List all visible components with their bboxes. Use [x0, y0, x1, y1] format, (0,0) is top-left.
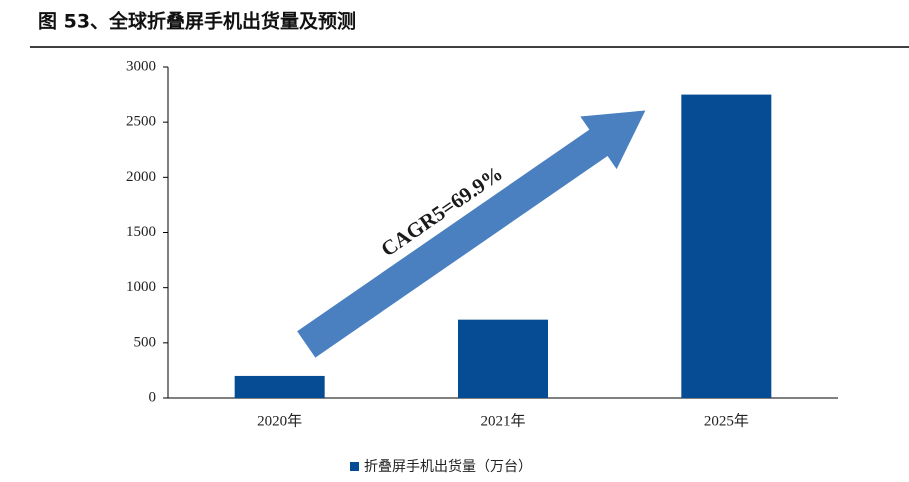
bar [681, 94, 772, 398]
plot-area: 0 500 1000 1500 2000 2500 3000 折叠屏手机出货量（万台） 2020… [126, 58, 838, 475]
legend-swatch [350, 462, 359, 471]
bar [458, 319, 548, 398]
y-tick-label: 500 [134, 334, 157, 350]
y-tick-label: 1500 [126, 224, 156, 240]
y-tick-label: 3000 [126, 58, 156, 74]
x-tick-label: 2025年 [704, 412, 749, 429]
y-tick-label: 2000 [126, 169, 156, 185]
x-tick-label: 2020年 [257, 412, 302, 429]
y-tick-label: 2500 [126, 114, 156, 130]
arrow-shape [297, 110, 646, 358]
legend-label: 折叠屏手机出货量（万台） [364, 458, 532, 475]
y-tick-label: 0 [149, 389, 157, 405]
bar [234, 375, 325, 398]
chart-title: 图 53、全球折叠屏手机出货量及预测 [38, 10, 356, 33]
x-tick-label: 2021年 [480, 412, 525, 429]
y-tick-label: 1000 [126, 279, 156, 295]
growth-arrow [297, 110, 646, 358]
